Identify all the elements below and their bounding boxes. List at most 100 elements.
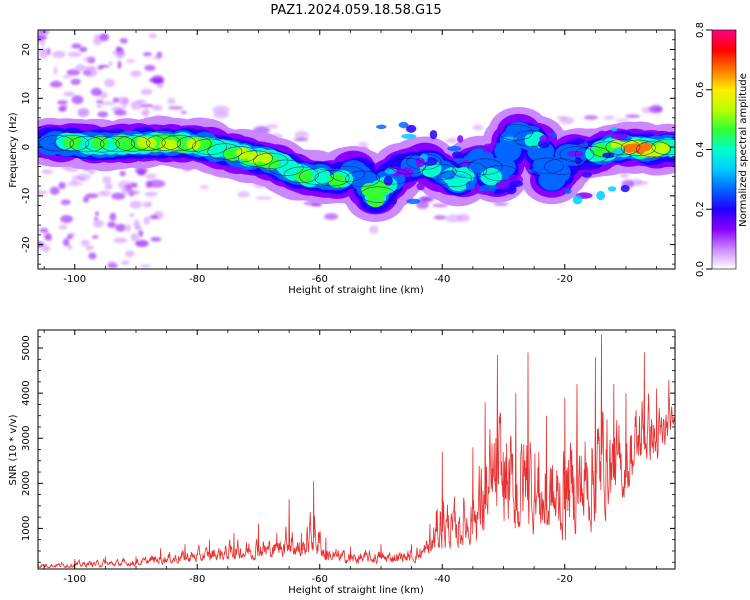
spectrogram-ridge-blob bbox=[195, 137, 214, 151]
spectrogram-noise-blob bbox=[133, 219, 140, 229]
colorbar-tick-label: 0.8 bbox=[695, 22, 706, 38]
spectrogram-noise-blob bbox=[130, 100, 143, 110]
spectrogram-noise-blob bbox=[140, 88, 153, 95]
spectrogram-x-ticks: -100 -80 -60 -40 -20 bbox=[43, 30, 658, 285]
spectrogram-branch-blob bbox=[451, 151, 464, 159]
spectrogram-noise-blob bbox=[117, 60, 122, 70]
spectrogram-noise-blob bbox=[41, 169, 54, 175]
spectrogram-ridge-blob bbox=[142, 137, 157, 149]
spectrogram-contour bbox=[54, 135, 90, 152]
spectrogram-noise-blob bbox=[62, 91, 76, 97]
spectrogram-ridge-blob bbox=[655, 142, 670, 154]
spectrogram-noise-blob bbox=[101, 101, 115, 106]
spectrogram-noise-blob bbox=[144, 191, 158, 197]
spectrogram-noise-blob bbox=[212, 105, 230, 114]
spectrogram-ridge-blob bbox=[236, 147, 251, 159]
spectrogram-branch-blob bbox=[610, 126, 618, 132]
snr-y-tick-label: 5000 bbox=[21, 335, 32, 360]
spectrogram-noise-blob bbox=[60, 215, 73, 224]
spectrogram-contour bbox=[299, 168, 335, 185]
spectrogram-x-label: Height of straight line (km) bbox=[288, 285, 424, 296]
spectrogram-noise-blob bbox=[493, 202, 509, 206]
snr-x-tick-label: -40 bbox=[434, 574, 450, 585]
spectrogram-y-tick-label: -20 bbox=[21, 236, 32, 252]
spectrogram-branch-blob bbox=[376, 124, 387, 130]
spectrogram-branch-blob bbox=[503, 136, 517, 141]
spectrogram-noise-blob bbox=[85, 245, 94, 251]
snr-panel: -100 -80 -60 -40 -20 1000 2000 3000 4000 5000 He… bbox=[8, 329, 676, 596]
spectrogram-noise-blob bbox=[237, 190, 250, 198]
spectrogram-contour bbox=[375, 168, 411, 185]
spectrogram-noise-blob bbox=[641, 106, 657, 114]
spectrogram-contour bbox=[345, 170, 381, 187]
spectrogram-branch-blob bbox=[398, 121, 409, 129]
spectrogram-branch-blob bbox=[527, 168, 546, 173]
spectrogram-ridge-blob bbox=[328, 173, 346, 188]
spectrogram-branch-blob bbox=[416, 182, 425, 191]
spectrogram-noise-blob bbox=[62, 75, 71, 79]
spectrogram-noise-blob bbox=[445, 137, 459, 144]
spectrogram-contour bbox=[38, 135, 74, 152]
spectrogram-branch-blob bbox=[607, 186, 617, 192]
spectrogram-branch-blob bbox=[457, 135, 464, 143]
spectrogram-contour bbox=[498, 124, 534, 141]
spectrogram-noise-blob bbox=[76, 173, 91, 181]
spectrogram-noise-blob bbox=[84, 68, 98, 77]
snr-x-tick-label: -80 bbox=[189, 574, 205, 585]
spectrogram-branch-blob bbox=[384, 167, 397, 175]
colorbar-gradient bbox=[711, 29, 737, 270]
spectrogram-noise-blob bbox=[71, 95, 84, 105]
spectrogram-noise-blob bbox=[79, 108, 90, 117]
spectrogram-noise-blob bbox=[49, 80, 63, 88]
spectrogram-contour bbox=[528, 157, 564, 174]
spectrogram-branch-blob bbox=[465, 180, 476, 191]
spectrogram-noise-blob bbox=[167, 106, 184, 110]
spectrogram-noise-blob bbox=[199, 185, 210, 189]
spectrogram-contour bbox=[590, 141, 626, 158]
spectrogram-noise-blob bbox=[52, 50, 66, 59]
spectrogram-noise-blob bbox=[83, 65, 97, 71]
spectrogram-noise-blob bbox=[98, 190, 111, 197]
spectrogram-noise-blob bbox=[67, 244, 73, 250]
spectrogram-noise-blob bbox=[71, 43, 82, 49]
spectrogram-noise-blob bbox=[104, 183, 113, 190]
spectrogram-x-tick-label: -100 bbox=[63, 274, 86, 285]
spectrogram-panel: -100 -80 -60 -40 -20 -20 -100 10 20 Height of s… bbox=[8, 29, 676, 296]
spectrogram-contour bbox=[100, 135, 136, 153]
spectrogram-ridge-blob bbox=[91, 135, 109, 150]
spectrogram-x-tick-label: -20 bbox=[557, 274, 573, 285]
spectrogram-y-tick-label: 20 bbox=[21, 43, 32, 56]
spectrogram-branch-blob bbox=[389, 192, 398, 199]
spectrogram-noise-blob bbox=[142, 108, 150, 117]
spectrogram-branch-blob bbox=[564, 188, 572, 195]
snr-x-label: Height of straight line (km) bbox=[288, 585, 424, 596]
spectrogram-noise-blob bbox=[255, 196, 273, 200]
spectrogram-y-tick-label: 10 bbox=[21, 92, 32, 105]
chart-title: PAZ1.2024.059.18.58.G15 bbox=[270, 3, 441, 18]
spectrogram-noise-blob bbox=[114, 223, 126, 232]
spectrogram-noise-blob bbox=[124, 250, 135, 258]
spectrogram-noise-blob bbox=[38, 34, 48, 40]
colorbar-ticks: 0.0 0.2 0.4 0.6 0.8 bbox=[695, 22, 712, 277]
spectrogram-noise-blob bbox=[102, 175, 112, 184]
spectrogram-noise-blob bbox=[49, 186, 60, 196]
spectrogram-contour bbox=[437, 170, 472, 187]
snr-x-ticks: -100 -80 -60 -40 -20 bbox=[43, 330, 658, 585]
spectrogram-noise-blob bbox=[60, 199, 71, 205]
spectrogram-noise-blob bbox=[144, 64, 156, 72]
spectrogram-noise-blob bbox=[615, 118, 630, 122]
spectrogram-noise-blob bbox=[83, 56, 96, 63]
spectrogram-noise-blob bbox=[603, 115, 615, 120]
spectrogram-noise-blob bbox=[357, 142, 369, 147]
spectrogram-noise-blob bbox=[58, 105, 67, 112]
spectrogram-noise-blob bbox=[67, 232, 76, 236]
spectrogram-contour bbox=[482, 164, 518, 182]
spectrogram-noise-blob bbox=[93, 219, 104, 228]
spectrogram-y-label: Frequency (Hz) bbox=[8, 112, 19, 188]
spectrogram-noise-blob bbox=[82, 196, 89, 203]
spectrogram-branch-blob bbox=[572, 194, 583, 205]
spectrogram-noise-blob bbox=[142, 52, 153, 57]
spectrogram-x-tick-label: -60 bbox=[312, 274, 328, 285]
spectrogram-noise-blob bbox=[143, 216, 150, 225]
